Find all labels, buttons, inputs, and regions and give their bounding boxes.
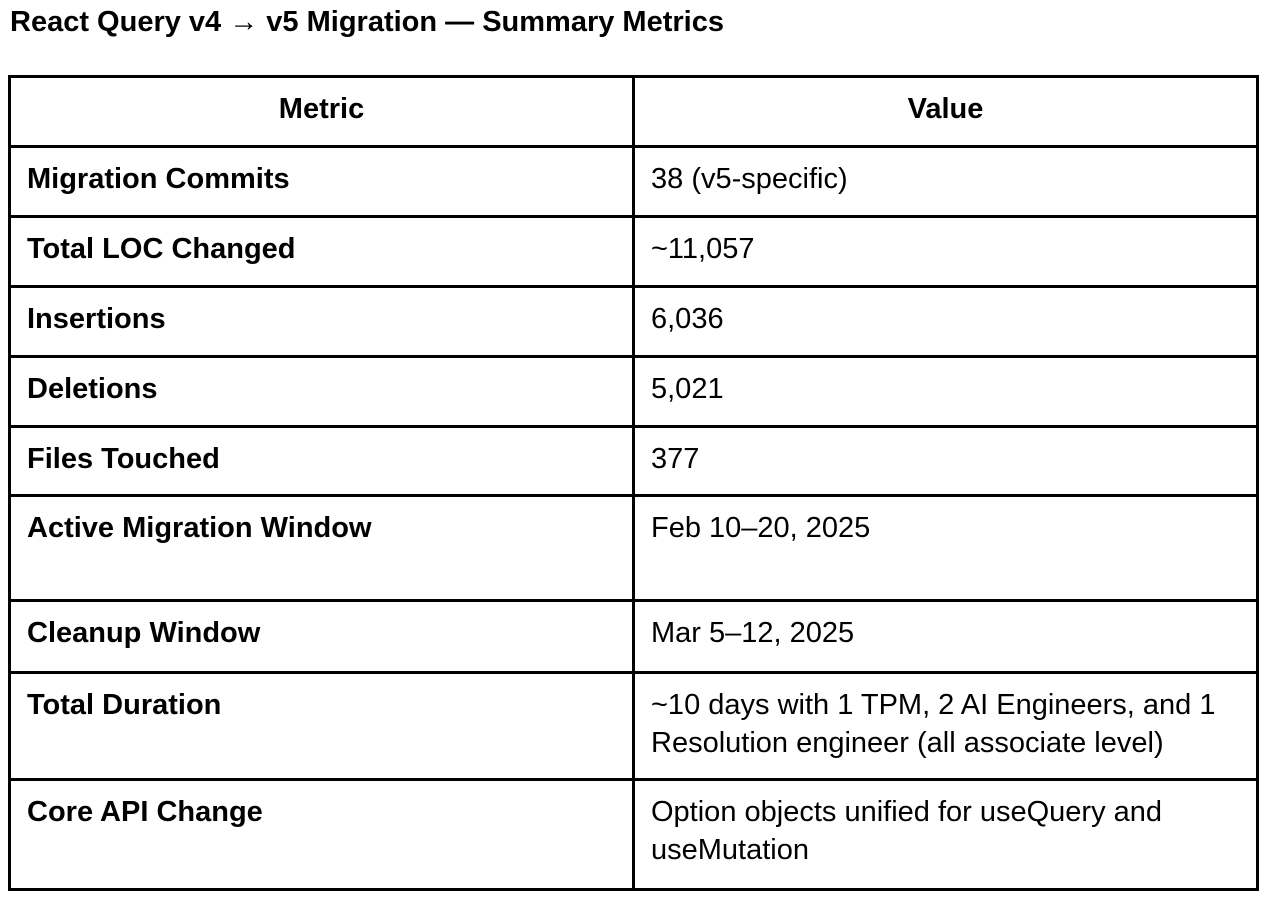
- table-row: Total Duration ~10 days with 1 TPM, 2 AI…: [8, 671, 1259, 781]
- metric-cell: Files Touched: [8, 425, 635, 497]
- column-header-metric: Metric: [8, 75, 635, 148]
- value-cell: ~10 days with 1 TPM, 2 AI Engineers, and…: [632, 671, 1259, 781]
- metric-cell: Migration Commits: [8, 145, 635, 218]
- value-cell: 38 (v5-specific): [632, 145, 1259, 218]
- value-cell: ~11,057: [632, 215, 1259, 288]
- summary-metrics-table: Metric Value Migration Commits 38 (v5-sp…: [8, 75, 1259, 891]
- table-row: Active Migration Window Feb 10–20, 2025: [8, 494, 1259, 602]
- metric-cell: Deletions: [8, 355, 635, 428]
- value-cell: Option objects unified for useQuery and …: [632, 778, 1259, 891]
- metric-cell: Core API Change: [8, 778, 635, 891]
- table-row: Migration Commits 38 (v5-specific): [8, 145, 1259, 218]
- value-cell: 6,036: [632, 285, 1259, 358]
- value-cell: 377: [632, 425, 1259, 497]
- metric-cell: Total Duration: [8, 671, 635, 781]
- value-cell: Feb 10–20, 2025: [632, 494, 1259, 602]
- table-row: Deletions 5,021: [8, 355, 1259, 428]
- table-row: Files Touched 377: [8, 425, 1259, 497]
- metric-cell: Insertions: [8, 285, 635, 358]
- metric-cell: Cleanup Window: [8, 599, 635, 674]
- value-cell: Mar 5–12, 2025: [632, 599, 1259, 674]
- value-cell: 5,021: [632, 355, 1259, 428]
- table-row: Total LOC Changed ~11,057: [8, 215, 1259, 288]
- table-row: Core API Change Option objects unified f…: [8, 778, 1259, 891]
- table-row: Insertions 6,036: [8, 285, 1259, 358]
- table-row: Cleanup Window Mar 5–12, 2025: [8, 599, 1259, 674]
- column-header-value: Value: [632, 75, 1259, 148]
- page-title: React Query v4 → v5 Migration — Summary …: [10, 6, 724, 38]
- metric-cell: Total LOC Changed: [8, 215, 635, 288]
- table-header-row: Metric Value: [8, 75, 1259, 148]
- metric-cell: Active Migration Window: [8, 494, 635, 602]
